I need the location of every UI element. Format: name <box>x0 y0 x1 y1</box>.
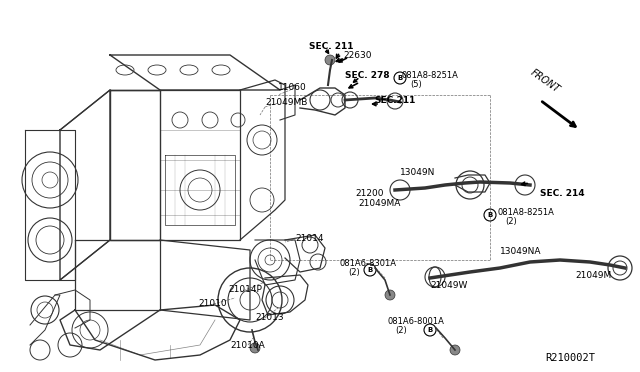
Text: B: B <box>428 327 433 333</box>
Circle shape <box>450 345 460 355</box>
Text: SEC. 214: SEC. 214 <box>540 189 584 198</box>
Text: 21013: 21013 <box>255 314 284 323</box>
Text: 21014P: 21014P <box>228 285 262 295</box>
Text: SEC. 211: SEC. 211 <box>309 42 353 51</box>
Text: 21049W: 21049W <box>430 280 467 289</box>
Text: 081A6-8001A: 081A6-8001A <box>387 317 444 327</box>
Text: 13049NA: 13049NA <box>500 247 541 257</box>
Circle shape <box>385 290 395 300</box>
Text: 21010A: 21010A <box>230 340 265 350</box>
Text: B: B <box>367 267 372 273</box>
Text: 21049MB: 21049MB <box>265 97 307 106</box>
Text: B: B <box>488 212 493 218</box>
Text: (2): (2) <box>395 327 407 336</box>
Circle shape <box>250 343 260 353</box>
Text: 081A6-8301A: 081A6-8301A <box>340 259 397 267</box>
Circle shape <box>364 264 376 276</box>
Text: (2): (2) <box>348 267 360 276</box>
Text: 21010: 21010 <box>198 298 227 308</box>
Text: SEC. 278: SEC. 278 <box>345 71 390 80</box>
Circle shape <box>394 72 406 84</box>
Text: 11060: 11060 <box>278 83 307 92</box>
Text: 21049M: 21049M <box>575 272 611 280</box>
Text: 21200: 21200 <box>355 189 383 198</box>
Text: SEC.211: SEC.211 <box>374 96 415 105</box>
Circle shape <box>325 55 335 65</box>
Text: 21049MA: 21049MA <box>358 199 401 208</box>
Circle shape <box>424 324 436 336</box>
Text: 21014: 21014 <box>295 234 323 243</box>
Circle shape <box>484 209 496 221</box>
Text: 081A8-8251A: 081A8-8251A <box>402 71 459 80</box>
Text: FRONT: FRONT <box>529 68 561 95</box>
Text: R210002T: R210002T <box>545 353 595 363</box>
Text: B: B <box>397 75 403 81</box>
Text: 13049N: 13049N <box>400 167 435 176</box>
Text: (5): (5) <box>410 80 422 89</box>
Text: 081A8-8251A: 081A8-8251A <box>497 208 554 217</box>
Text: (2): (2) <box>505 217 516 225</box>
Text: 22630: 22630 <box>343 51 371 60</box>
